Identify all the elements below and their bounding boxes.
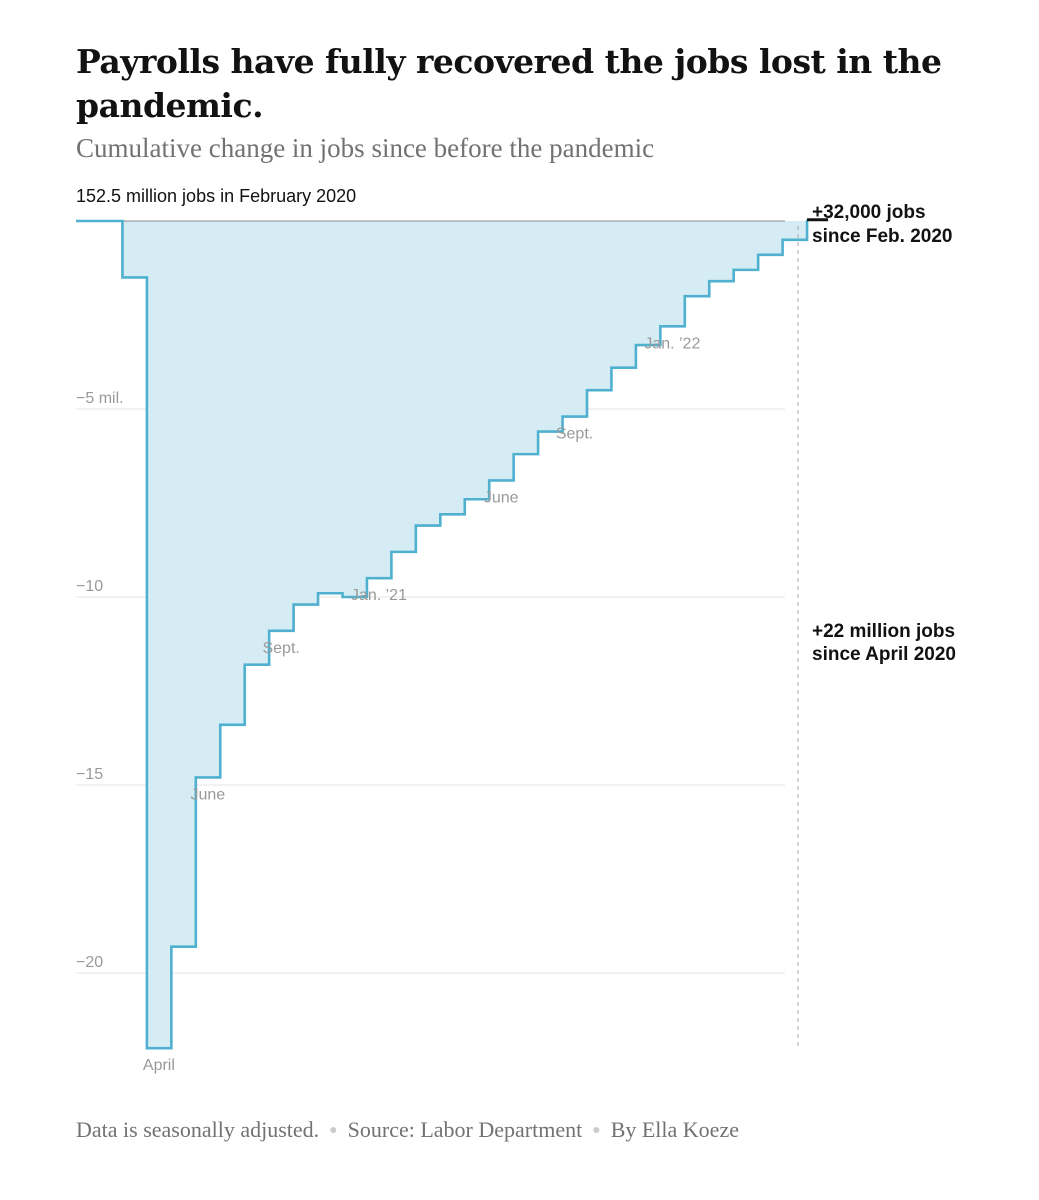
month-label: Sept.	[556, 426, 593, 443]
month-label: April	[143, 1057, 175, 1074]
month-label: Jan. ’22	[644, 335, 700, 352]
annotation-top-line2: since Feb. 2020	[812, 226, 952, 247]
annotation-mid-line1: +22 million jobs	[812, 621, 955, 642]
chart-area: −5 mil. −10 −15 −20 April June Sept. Jan. ’21 J…	[76, 186, 956, 1074]
baseline-label: 152.5 million jobs in February 2020	[76, 186, 356, 206]
jobs-step-line	[76, 219, 809, 1050]
month-label: Sept.	[262, 640, 299, 657]
month-label: Jan. ’21	[351, 587, 407, 604]
y-tick-label: −5 mil.	[76, 390, 124, 407]
y-tick-labels: −5 mil. −10 −15 −20	[76, 390, 124, 971]
y-tick-label: −15	[76, 766, 103, 783]
chart-subtitle: Cumulative change in jobs since before t…	[76, 133, 655, 163]
footer-source: Source: Labor Department	[347, 1117, 583, 1142]
chart-title: Payrolls have fully recovered the jobs l…	[76, 42, 942, 125]
chart-footer: Data is seasonally adjusted. ● Source: Lab…	[76, 1117, 739, 1143]
annotation-top-line1: +32,000 jobs	[812, 202, 926, 223]
footer-note: Data is seasonally adjusted.	[76, 1117, 320, 1142]
footer-byline: By Ella Koeze	[610, 1117, 739, 1142]
month-label: June	[484, 489, 519, 506]
annotation-mid-line2: since April 2020	[812, 644, 956, 665]
month-labels: April June Sept. Jan. ’21 June Sept. Jan. ’22	[143, 335, 701, 1074]
separator-dot: ●	[592, 1123, 601, 1138]
jobs-area-fill	[76, 219, 808, 1049]
y-tick-label: −10	[76, 578, 103, 595]
y-tick-label: −20	[76, 954, 103, 971]
month-label: June	[190, 786, 225, 803]
separator-dot: ●	[329, 1123, 338, 1138]
